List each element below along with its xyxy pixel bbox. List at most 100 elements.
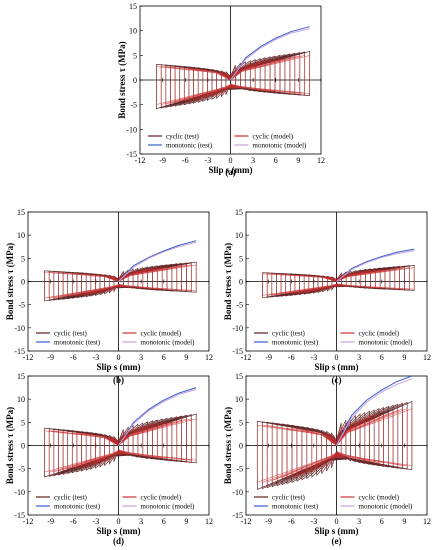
y-tick-label: 0 [239, 442, 243, 451]
x-tick-label: -3 [311, 517, 318, 526]
y-tick-label: 0 [21, 442, 25, 451]
x-axis-label: Slip s (mm) [314, 362, 358, 372]
x-tick-label: 3 [357, 353, 361, 362]
x-tick-label: -9 [265, 353, 272, 362]
plot-area [262, 248, 415, 299]
plot-area [44, 240, 197, 302]
y-tick-label: 0 [133, 76, 137, 85]
y-tick-label: -15 [126, 150, 137, 159]
legend-label: monotonic (model) [359, 339, 414, 347]
x-tick-label: 9 [184, 517, 188, 526]
y-tick-label: 15 [17, 372, 25, 381]
x-tick-label: 12 [317, 156, 325, 165]
x-tick-label: -12 [241, 517, 252, 526]
x-tick-label: -12 [23, 353, 34, 362]
y-tick-label: 10 [235, 231, 243, 240]
y-tick-label: -15 [14, 511, 25, 520]
y-tick-label: 5 [239, 418, 243, 427]
chart-panel-4: -12 -9 -6 -3 0 3 6 9 12 15 10 5 0 -5 -10 -15 Slip s (mm)… [223, 372, 431, 546]
x-tick-label: 3 [139, 517, 143, 526]
y-tick-label: 10 [129, 27, 137, 36]
x-tick-label: 6 [162, 353, 166, 362]
legend-label: cyclic (model) [141, 494, 182, 502]
x-tick-label: 9 [402, 517, 406, 526]
y-axis-label: Bond stress τ (MPa) [223, 407, 233, 484]
chart-panel-2: -12 -9 -6 -3 0 3 6 9 12 15 10 5 0 -5 -10 -15 Slip s (mm)… [223, 208, 431, 385]
series-line-monotonic-model- [118, 388, 197, 446]
x-tick-label: -6 [288, 517, 295, 526]
series-line-monotonic-model- [118, 241, 197, 282]
chart-panel-1: -12 -9 -6 -3 0 3 6 9 12 15 10 5 0 -5 -10 -15 Slip s (mm)… [5, 208, 213, 385]
y-tick-label: 5 [239, 254, 243, 263]
x-tick-label: 3 [251, 156, 255, 165]
legend-label: cyclic (model) [141, 330, 182, 338]
y-tick-label: -10 [126, 125, 137, 134]
legend-label: cyclic (test) [54, 330, 88, 338]
y-tick-label: 5 [21, 418, 25, 427]
series-line-monotonic-test- [230, 26, 310, 81]
chart-panel-3: -12 -9 -6 -3 0 3 6 9 12 15 10 5 0 -5 -10 -15 Slip s (mm)… [5, 372, 213, 546]
panel-caption: (a) [225, 167, 236, 177]
y-tick-label: 10 [235, 395, 243, 404]
x-tick-label: -12 [23, 517, 34, 526]
x-tick-label: 0 [229, 156, 233, 165]
series-line-monotonic-model- [336, 378, 413, 446]
y-tick-label: -5 [130, 101, 137, 110]
legend-label: monotonic (test) [54, 503, 101, 511]
series-line-monotonic-model- [336, 250, 415, 282]
y-tick-label: 0 [239, 278, 243, 287]
legend-label: monotonic (test) [54, 339, 101, 347]
series-line-monotonic-model- [230, 28, 310, 81]
legend-label: monotonic (test) [272, 339, 319, 347]
x-tick-label: 0 [335, 353, 339, 362]
plot-area [256, 376, 413, 491]
legend-label: cyclic (model) [253, 133, 294, 141]
x-tick-label: 12 [423, 517, 431, 526]
y-tick-label: -10 [232, 488, 243, 497]
x-tick-label: -9 [159, 156, 166, 165]
y-tick-label: 15 [129, 2, 137, 11]
y-tick-label: -15 [232, 511, 243, 520]
x-tick-label: 3 [357, 517, 361, 526]
y-tick-label: -5 [18, 301, 25, 310]
legend-label: monotonic (model) [359, 503, 414, 511]
series-line-monotonic-test- [118, 240, 197, 282]
x-axis-label: Slip s (mm) [314, 526, 358, 536]
x-tick-label: 6 [162, 517, 166, 526]
x-tick-label: 6 [380, 517, 384, 526]
legend-label: monotonic (model) [253, 142, 308, 150]
x-tick-label: 9 [184, 353, 188, 362]
y-tick-label: 15 [235, 372, 243, 381]
x-tick-label: 6 [380, 353, 384, 362]
y-tick-label: 0 [21, 278, 25, 287]
x-axis-label: Slip s (mm) [96, 362, 140, 372]
legend-label: monotonic (model) [141, 339, 196, 347]
x-tick-label: 9 [296, 156, 300, 165]
x-tick-label: 12 [423, 353, 431, 362]
series-line-monotonic-test- [336, 376, 413, 446]
x-tick-label: 6 [274, 156, 278, 165]
y-tick-label: 10 [17, 395, 25, 404]
y-axis-label: Bond stress τ (MPa) [5, 243, 15, 320]
x-tick-label: -6 [182, 156, 189, 165]
chart-panel-0: -12 -9 -6 -3 0 3 6 9 12 15 10 5 0 -5 -10 -15 Slip s (mm)… [117, 2, 325, 177]
x-tick-label: 3 [139, 353, 143, 362]
x-tick-label: -9 [265, 517, 272, 526]
y-tick-label: -5 [236, 301, 243, 310]
x-tick-label: -9 [47, 517, 54, 526]
x-tick-label: 9 [402, 353, 406, 362]
x-tick-label: -6 [70, 517, 77, 526]
y-tick-label: -5 [18, 465, 25, 474]
x-axis-label: Slip s (mm) [96, 526, 140, 536]
series-line-monotonic-test- [336, 248, 415, 282]
x-tick-label: 12 [205, 517, 213, 526]
y-axis-label: Bond stress τ (MPa) [5, 407, 15, 484]
legend-label: monotonic (model) [141, 503, 196, 511]
x-tick-label: -12 [135, 156, 146, 165]
x-tick-label: 0 [117, 353, 121, 362]
x-tick-label: 0 [117, 517, 121, 526]
y-tick-label: -15 [14, 347, 25, 356]
x-tick-label: -12 [241, 353, 252, 362]
plot-area [44, 387, 197, 478]
